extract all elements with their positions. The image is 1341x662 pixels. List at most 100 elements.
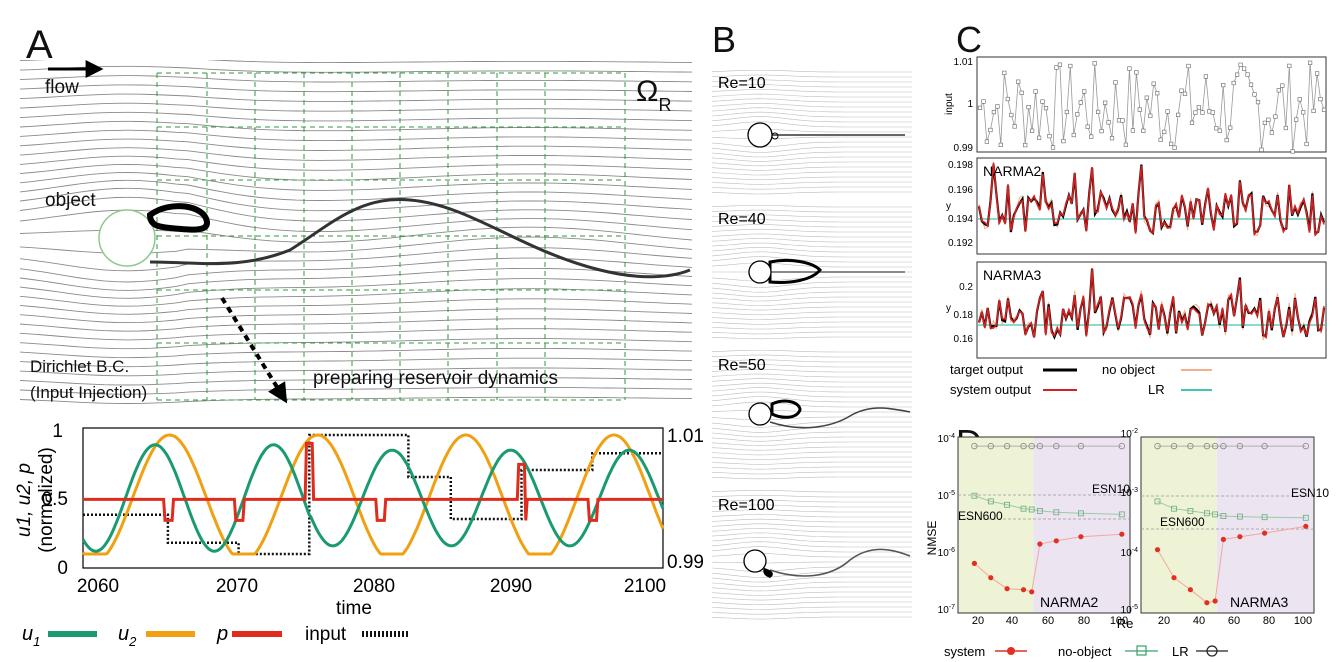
legend-noobject-label: no object [1102,362,1155,377]
input-marker [1096,109,1101,114]
flow-streamline [712,316,912,320]
flow-streamline [712,242,912,248]
no-object-point [1220,513,1227,519]
input-marker [1099,129,1104,134]
flow-streamline [712,382,912,388]
input-tick-101: 1.01 [954,57,974,68]
case-re40: Re=40 [718,211,766,228]
streamline [20,93,692,102]
input-marker [1116,118,1122,123]
streamline [20,257,692,283]
input-marker [1113,80,1118,85]
input-marker [1019,90,1024,95]
flow-streamline [712,596,912,601]
input-marker [1283,125,1288,131]
flow-streamline [712,205,912,208]
input-marker [1304,141,1309,147]
re50-vortex [770,399,802,419]
wake-vortex [146,203,210,233]
right-tick-101: 1.01 [667,426,704,447]
omega-r-label: ΩR [636,75,671,115]
time-axis-label: time [336,598,372,619]
flow-streamline [712,326,912,330]
no-object-point [1004,501,1010,508]
input-marker [1262,120,1267,125]
flow-streamline [712,214,912,218]
narma3-ylabel: y [946,303,951,314]
flow-streamline [712,528,912,533]
d-left-ytick-2: 10-5 [938,490,955,502]
streamline [20,120,692,132]
streamline [20,247,692,272]
legend-d-system-label: system [944,644,985,659]
lr-point [1077,442,1085,450]
input-marker [1242,66,1247,71]
flow-streamline [712,566,912,572]
input-marker [1092,61,1097,66]
input-marker [1151,81,1156,86]
flow-streamline [712,509,912,513]
input-marker [1276,88,1281,93]
input-marker [1134,70,1139,75]
streamline [20,155,692,171]
cylinder-object [98,209,156,267]
laminar-region [1141,437,1217,613]
re50-wake-streak [769,407,911,429]
no-object-point [1187,507,1194,514]
flow-streamline [712,136,912,140]
input-marker [1030,128,1035,133]
input-marker [998,142,1003,148]
legend-lr-label: LR [1148,382,1165,397]
flow-streamline [712,219,912,223]
flow-case-streamlines [712,70,912,195]
flow-streamline [712,536,912,543]
input-marker [1266,117,1271,122]
left-tick-05: 0.5 [42,489,68,510]
input-marker [1182,91,1188,96]
flow-streamline [712,518,912,523]
input-marker [1252,92,1257,97]
system-point [1262,530,1268,536]
panel-d: D NMSE Re 10-4 10-5 10-6 10-7 10-2 10-3 … [925,422,1329,659]
streamline [20,65,692,73]
flow-streamline [712,476,912,480]
flow-streamline [712,251,912,258]
lr-point [1003,442,1011,450]
narma3-tick-018: 0.18 [954,310,974,321]
input-marker [1155,91,1160,96]
streamline [20,288,692,307]
flow-streamline [712,461,912,465]
streamline [20,357,692,368]
d-left-xtick-100: 100 [1110,615,1128,627]
d-right-esn600: ESN600 [1160,515,1205,529]
system-point [1078,534,1084,540]
flow-streamline [712,586,912,592]
input-marker [1106,120,1111,125]
system-point [1204,600,1210,606]
input-marker [977,105,983,110]
streamline [20,278,692,299]
lr-point [1187,442,1194,450]
d-left-xtick-80: 80 [1078,615,1090,627]
re100-cylinder [743,549,767,573]
flow-label: flow [45,77,79,98]
flow-streamline [712,601,912,606]
flow-streamline [712,466,912,470]
d-right-xtick-40: 40 [1193,615,1205,627]
input-marker [1311,108,1316,113]
flow-streamline [712,436,912,442]
flow-streamline [712,224,912,228]
input-marker [1026,105,1031,110]
flow-streamline [712,421,912,428]
flow-streamline [712,431,912,438]
flow-streamline [712,296,912,302]
streamline [20,111,692,122]
input-marker [1214,126,1219,131]
flow-streamline [712,141,912,148]
d-left-esn10: ESN10 [1092,482,1130,496]
flow-streamline [712,151,912,158]
flow-streamline [712,499,912,503]
flow-streamline [712,350,912,353]
d-right-ytick-1: 10-2 [1121,428,1138,440]
flow-streamline [712,107,912,113]
